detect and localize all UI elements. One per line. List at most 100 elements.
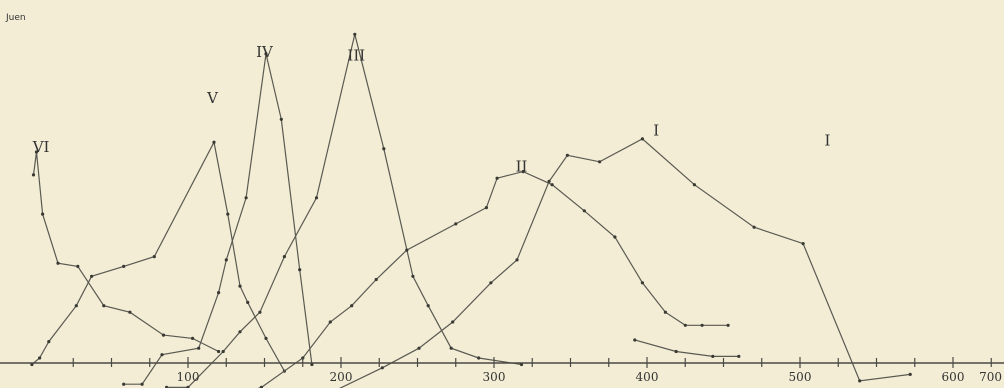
series-2-point-5 — [122, 264, 126, 268]
series-6-point-11 — [692, 183, 697, 187]
series-label-5: II — [516, 158, 528, 176]
x-tick-label-3: 400 — [636, 370, 659, 384]
series-4-point-3 — [238, 330, 242, 334]
series-5-point-15 — [663, 310, 668, 314]
series-4-point-10 — [426, 304, 430, 308]
series-1-point-1 — [34, 150, 39, 154]
series-label-6: I — [653, 122, 659, 140]
series-3-point-8 — [279, 117, 283, 121]
series-5-point-7 — [454, 222, 458, 226]
series-4-point-5 — [282, 255, 286, 259]
curves-layer — [30, 32, 912, 388]
series-4-point-2 — [221, 349, 225, 354]
series-5-point-4 — [350, 304, 354, 308]
series-5-point-14 — [640, 281, 645, 285]
series-2-point-4 — [90, 274, 94, 278]
series-5-point-13 — [613, 235, 617, 239]
series-3-point-9 — [298, 268, 302, 272]
series-5-point-6 — [405, 248, 409, 252]
series-4-point-13 — [519, 362, 524, 367]
series-1-point-7 — [161, 333, 166, 337]
series-4-point-7 — [353, 32, 357, 36]
series-5-point-12 — [582, 209, 586, 213]
series-4-point-11 — [449, 346, 453, 350]
series-4-point-0 — [165, 385, 169, 388]
series-6-point-12 — [752, 225, 756, 229]
series-3-point-7 — [264, 52, 268, 56]
series-3-point-4 — [217, 291, 221, 295]
series-5-point-1 — [259, 385, 263, 388]
x-tick-label-0: 100 — [177, 370, 200, 384]
series-6-point-3 — [417, 346, 421, 350]
series-0-point-2 — [711, 354, 715, 358]
series-label-2: V — [206, 89, 219, 107]
series-4-point-8 — [382, 147, 386, 151]
x-tick-label-5: 600 — [942, 370, 965, 384]
x-tick-label-1: 200 — [330, 370, 353, 384]
series-1-point-4 — [76, 264, 80, 268]
series-6-point-4 — [451, 320, 455, 324]
series-1-point-9 — [217, 349, 221, 354]
series-6-point-2 — [380, 366, 384, 370]
series-3-point-10 — [310, 362, 314, 367]
series-2-point-11 — [264, 336, 268, 340]
series-1-point-2 — [41, 212, 45, 216]
x-tick-label-4: 500 — [789, 370, 812, 384]
series-5-point-17 — [700, 323, 704, 327]
series-4-point-9 — [411, 274, 415, 278]
series-label-4: III — [347, 46, 365, 64]
series-6-point-13 — [801, 242, 805, 246]
series-4-point-4 — [258, 310, 262, 314]
series-2-point-10 — [246, 300, 250, 304]
series-6-point-7 — [547, 179, 551, 183]
series-6-point-9 — [598, 160, 602, 164]
series-4-point-1 — [186, 385, 190, 388]
series-3-point-5 — [224, 258, 228, 262]
series-2-point-1 — [38, 356, 42, 360]
series-1-point-6 — [128, 310, 132, 314]
series-6-point-15 — [908, 372, 912, 376]
series-1-point-5 — [102, 304, 106, 308]
series-5-point-18 — [726, 323, 730, 327]
series-2-point-3 — [74, 304, 78, 308]
series-5-point-16 — [683, 323, 687, 327]
x-tick-label-2: 300 — [483, 370, 506, 384]
series-6-point-10 — [640, 137, 645, 141]
series-2-point-2 — [47, 340, 51, 344]
series-3-point-1 — [140, 382, 144, 386]
series-label-3: IV — [256, 43, 274, 61]
y-axis-label: Juen — [5, 13, 26, 23]
series-6-point-14 — [858, 379, 862, 383]
series-5-point-11 — [550, 183, 554, 187]
series-5-point-10 — [521, 170, 525, 174]
series-2-point-7 — [212, 140, 216, 144]
series-2-point-6 — [152, 255, 156, 259]
series-3-point-3 — [197, 346, 201, 350]
series-5-point-5 — [374, 277, 378, 282]
series-3-point-6 — [244, 196, 248, 200]
series-0-point-0 — [633, 338, 637, 342]
series-1-point-3 — [56, 261, 60, 265]
x-ticks-layer: 100 200 300 400 500 600 700 — [72, 357, 1002, 384]
series-line-0 — [634, 339, 739, 357]
series-1-point-0 — [31, 173, 36, 177]
series-5-point-8 — [484, 206, 488, 210]
series-0-point-1 — [674, 349, 678, 354]
series-line-6 — [339, 138, 911, 388]
series-0-point-3 — [737, 354, 741, 358]
series-4-point-12 — [477, 356, 481, 360]
series-3-point-2 — [160, 353, 164, 357]
series-5-point-9 — [495, 176, 499, 180]
series-2-point-0 — [30, 362, 34, 367]
series-line-2 — [31, 140, 285, 372]
series-line-1 — [32, 151, 219, 353]
series-label-0: I — [825, 131, 831, 149]
series-2-point-9 — [238, 284, 242, 288]
series-5-point-3 — [328, 320, 332, 324]
series-3-point-0 — [122, 382, 126, 386]
series-6-point-6 — [515, 258, 519, 262]
x-tick-label-6: 700 — [979, 370, 1002, 384]
series-4-point-6 — [314, 196, 319, 200]
